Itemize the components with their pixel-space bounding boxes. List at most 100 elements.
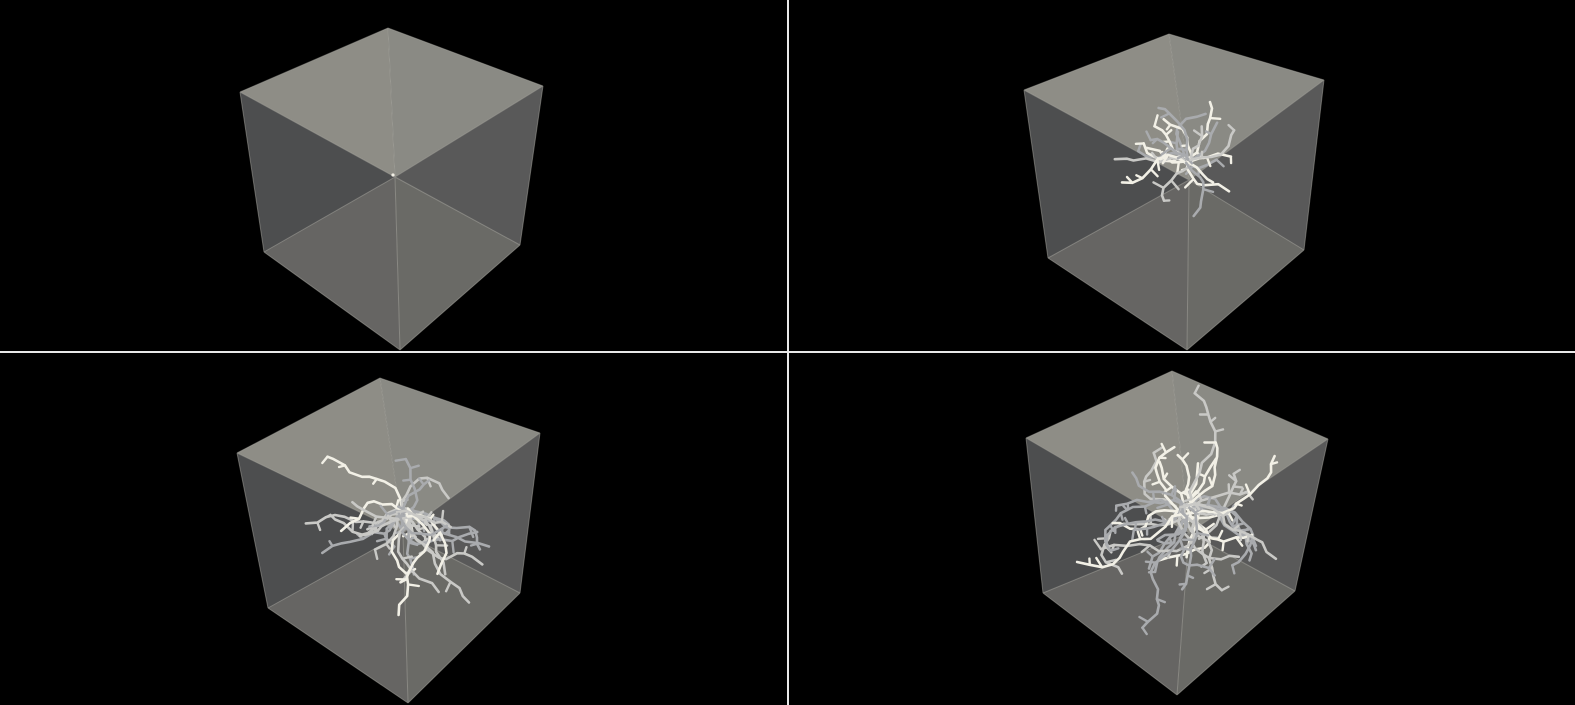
cube-faces <box>1024 34 1324 350</box>
fracture-branch <box>1194 507 1204 514</box>
fracture-branch <box>396 506 440 594</box>
cube-face-bottom-left <box>1043 533 1189 695</box>
fracture-branch <box>407 510 447 576</box>
fracture-branch <box>371 515 378 527</box>
fracture-branch <box>1227 512 1234 522</box>
render-view-top-left[interactable] <box>0 0 787 351</box>
fracture-branch <box>321 455 329 465</box>
fracture-branch <box>1202 188 1215 194</box>
fracture-branch <box>1204 522 1215 531</box>
fracture-branch <box>1189 129 1236 162</box>
fracture-branch <box>373 548 379 560</box>
fracture-branch <box>1170 485 1177 497</box>
fracture-branch <box>440 509 445 523</box>
fracture-branch <box>379 504 389 516</box>
fracture-branch <box>1095 556 1104 569</box>
cube-face-bottom-right <box>395 177 520 350</box>
fracture-branch <box>1188 392 1217 511</box>
fracture-branch <box>451 539 455 554</box>
fracture-branch <box>1149 137 1194 165</box>
cube-face-top-right <box>380 378 540 533</box>
fracture-branch <box>1193 384 1200 395</box>
cube-scene-1 <box>239 27 544 351</box>
cube-face-top-left <box>237 378 403 533</box>
fracture-branch <box>397 512 449 537</box>
fracture-branch <box>1152 492 1156 504</box>
fracture-branch <box>1138 615 1150 623</box>
fracture-branch <box>373 518 399 551</box>
cube-face-bottom-left <box>264 177 400 350</box>
fracture-branch <box>1104 498 1194 549</box>
fracture-branch <box>395 509 452 529</box>
fracture-branch <box>321 510 401 555</box>
fracture-branch <box>1156 503 1170 510</box>
fracture-branch <box>1186 100 1214 160</box>
fracture-branch <box>1205 156 1212 168</box>
render-view-bottom-left[interactable] <box>0 353 787 705</box>
fracture-branch <box>1149 168 1159 178</box>
cube-face-top-right <box>1172 371 1328 533</box>
fracture-branch <box>1221 540 1225 552</box>
fracture-branch <box>1185 441 1219 508</box>
fracture-branch <box>1232 485 1244 489</box>
cube-face-top-left <box>1024 34 1189 180</box>
fracture-branch <box>406 583 420 588</box>
fracture-branch <box>1215 158 1225 168</box>
fracture-branch <box>409 464 420 470</box>
fracture-branch <box>1188 454 1276 520</box>
fracture-branch <box>444 580 452 593</box>
fracture-branch <box>1208 116 1222 120</box>
fracture-branch <box>1172 488 1178 502</box>
fracture-branch <box>1131 471 1185 515</box>
cube-face-bottom-right <box>1177 533 1295 695</box>
render-view-bottom-right[interactable] <box>789 353 1575 705</box>
fracture-branch <box>1231 564 1236 575</box>
cube-scene-2 <box>1023 33 1325 351</box>
fracture-branch <box>1216 529 1224 541</box>
cube-edges <box>239 27 544 351</box>
fracture-branch <box>1187 160 1215 184</box>
fracture-branch <box>401 555 413 560</box>
fracture-branch <box>1170 179 1180 191</box>
cube-faces <box>240 28 543 350</box>
fracture-branch <box>1184 177 1195 189</box>
horizontal-split-handle[interactable] <box>0 351 1575 353</box>
fracture-network <box>1113 100 1236 218</box>
fracture-branch <box>1153 114 1159 128</box>
fracture-branch <box>1131 528 1135 541</box>
fracture-network <box>1075 384 1279 636</box>
cube-face-bottom-right <box>403 533 520 703</box>
fracture-branch <box>399 507 432 584</box>
fracture-branch <box>1196 531 1210 537</box>
fracture-branch <box>1160 442 1168 454</box>
fracture-branch <box>1234 536 1244 547</box>
fracture-branch <box>1160 147 1173 156</box>
fracture-branch <box>1160 112 1171 119</box>
fracture-branch <box>1205 496 1212 509</box>
fracture-branch <box>1093 538 1103 551</box>
cube-face-bottom-left <box>268 533 408 703</box>
fracture-branch <box>1141 518 1188 629</box>
fracture-branch <box>1120 153 1187 185</box>
fracture-branch <box>1180 514 1224 592</box>
fracture-branch <box>1205 583 1217 591</box>
fracture-branch <box>408 524 421 528</box>
fracture-branch <box>1152 446 1164 454</box>
fracture-network <box>304 455 491 617</box>
fracture-branch <box>1176 147 1188 152</box>
fracture-branch <box>1156 510 1189 541</box>
fracture-branch <box>400 479 431 518</box>
render-view-top-right[interactable] <box>789 0 1575 351</box>
fracture-branch <box>1176 453 1194 506</box>
cube-face-top-right <box>388 28 543 177</box>
fracture-branch <box>1177 503 1241 561</box>
fracture-branch <box>1214 428 1225 433</box>
fracture-branch <box>1152 181 1165 189</box>
fracture-branch <box>326 455 404 510</box>
cube-scene-4 <box>1025 370 1329 696</box>
fracture-branch <box>1189 125 1204 158</box>
fracture-branch <box>1160 159 1193 202</box>
fracture-branch <box>1179 503 1278 561</box>
fracture-branch <box>1075 512 1184 569</box>
